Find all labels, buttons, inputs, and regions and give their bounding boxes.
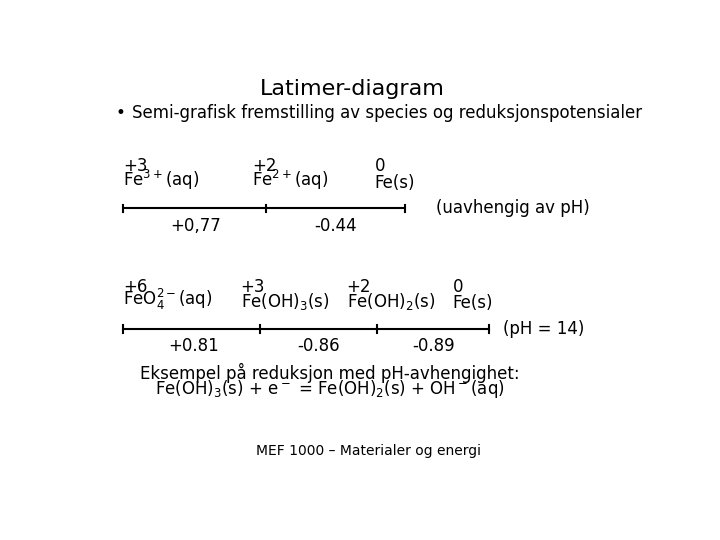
- Text: Semi-grafisk fremstilling av species og reduksjonspotensialer: Semi-grafisk fremstilling av species og …: [132, 104, 642, 122]
- Text: FeO$_4^{2-}$(aq): FeO$_4^{2-}$(aq): [124, 287, 213, 312]
- Text: (pH = 14): (pH = 14): [503, 320, 585, 338]
- Text: •: •: [115, 104, 125, 122]
- Text: +3: +3: [240, 278, 265, 295]
- Text: Fe$^{2+}$(aq): Fe$^{2+}$(aq): [252, 167, 328, 192]
- Text: Fe(s): Fe(s): [374, 174, 415, 192]
- Text: +2: +2: [252, 157, 276, 175]
- Text: Fe(s): Fe(s): [453, 294, 493, 312]
- Text: 0: 0: [453, 278, 463, 295]
- Text: -0.44: -0.44: [314, 217, 357, 234]
- Text: Fe$^{3+}$(aq): Fe$^{3+}$(aq): [124, 167, 200, 192]
- Text: +6: +6: [124, 278, 148, 295]
- Text: -0.86: -0.86: [297, 337, 340, 355]
- Text: MEF 1000 – Materialer og energi: MEF 1000 – Materialer og energi: [256, 444, 482, 458]
- Text: +0.81: +0.81: [168, 337, 219, 355]
- Text: 0: 0: [374, 157, 385, 175]
- Text: +3: +3: [124, 157, 148, 175]
- Text: Fe(OH)$_3$(s) + e$^-$ = Fe(OH)$_2$(s) + OH$^-$(aq): Fe(OH)$_3$(s) + e$^-$ = Fe(OH)$_2$(s) + …: [155, 377, 505, 400]
- Text: +0,77: +0,77: [171, 217, 221, 234]
- Text: Eksempel på reduksjon med pH-avhengighet:: Eksempel på reduksjon med pH-avhengighet…: [140, 363, 520, 383]
- Text: Latimer-diagram: Latimer-diagram: [260, 79, 445, 99]
- Text: (uavhengig av pH): (uavhengig av pH): [436, 199, 590, 217]
- Text: +2: +2: [347, 278, 372, 295]
- Text: Fe(OH)$_3$(s): Fe(OH)$_3$(s): [240, 291, 329, 312]
- Text: Fe(OH)$_2$(s): Fe(OH)$_2$(s): [347, 291, 436, 312]
- Text: -0.89: -0.89: [412, 337, 454, 355]
